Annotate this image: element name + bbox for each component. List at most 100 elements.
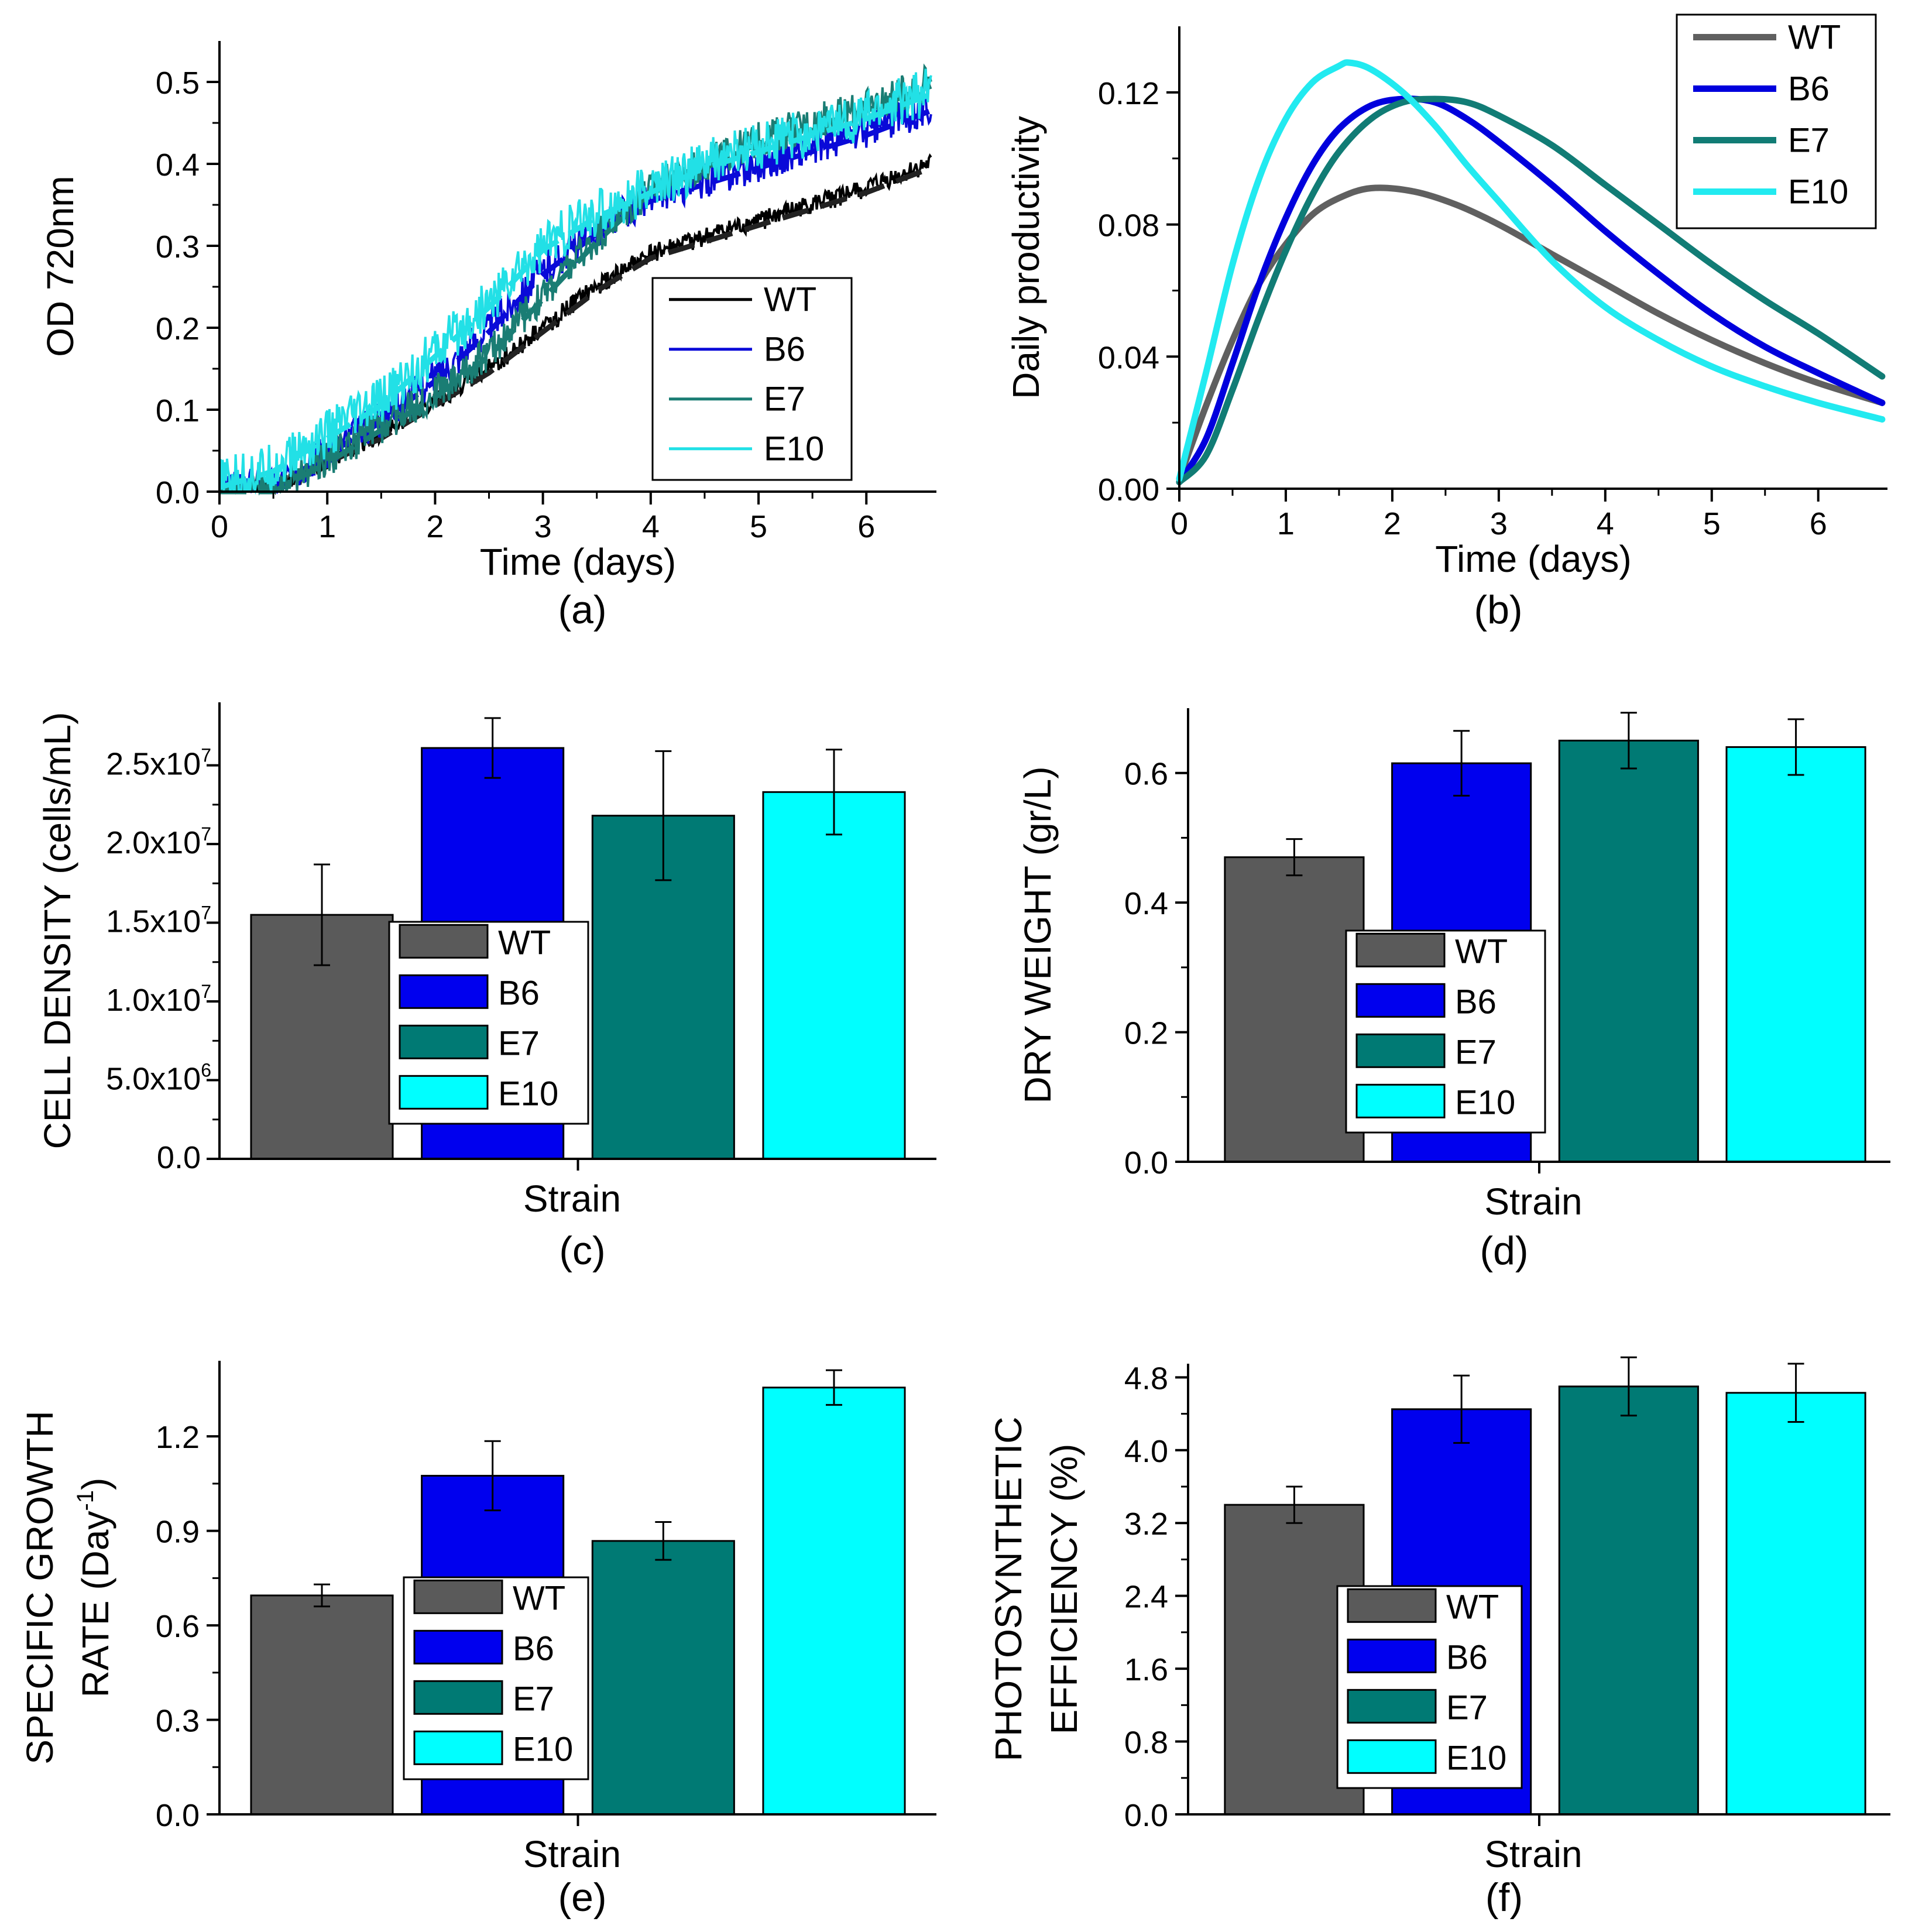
y-tick-label: 0.04	[1098, 340, 1159, 375]
legend-label: WT	[1455, 932, 1508, 970]
panel-label: (c)	[559, 1228, 605, 1273]
legend-label: E7	[513, 1680, 554, 1718]
y-tick-label: 1.2	[156, 1420, 200, 1455]
tick-exponent: 7	[201, 902, 211, 924]
bar-E7	[591, 1540, 735, 1816]
tick-exponent: 7	[201, 823, 211, 845]
y-tick-label: 2.5x107	[106, 745, 211, 782]
legend-label: B6	[1455, 983, 1497, 1021]
y-tick-label: 4.8	[1124, 1361, 1168, 1396]
legend-label: WT	[764, 281, 816, 319]
legend-swatch	[413, 1579, 503, 1614]
legend-swatch	[413, 1730, 503, 1765]
legend-label: B6	[498, 974, 540, 1012]
y-tick-label: 0.0	[1124, 1798, 1168, 1833]
y-tick-label: 2.0x107	[106, 823, 211, 860]
y-tick-label: 1.6	[1124, 1652, 1168, 1687]
legend-swatch	[413, 1629, 503, 1665]
x-tick-label: 4	[642, 509, 660, 544]
y-tick-label: 0.0	[156, 475, 200, 510]
series-E7	[1176, 95, 1886, 486]
y-axis-title: CELL DENSITY (cells/mL)	[36, 712, 78, 1149]
y-tick-label: 4.0	[1124, 1434, 1168, 1469]
y-axis-title: Daily productivity	[1005, 116, 1047, 399]
chart-e: 0.0 0.3 0.6 0.9 1.2 Strain(e) SPECIFIC GROWTH R…	[19, 1361, 936, 1920]
legend-label: B6	[1446, 1638, 1488, 1676]
bar-E10	[1725, 746, 1866, 1163]
x-tick-label: 1	[318, 509, 336, 544]
y-title-superscript: -1	[73, 1490, 98, 1511]
x-tick-label: 5	[750, 509, 767, 544]
legend-label: E10	[1446, 1739, 1506, 1777]
legend-swatch	[1355, 1083, 1446, 1118]
x-axis-title: Strain	[523, 1833, 621, 1875]
x-tick-label: 1	[1277, 506, 1295, 541]
legend-label: E7	[498, 1024, 540, 1062]
x-tick-label: 4	[1597, 506, 1614, 541]
legend-label: B6	[1788, 70, 1830, 108]
panel-label: (b)	[1474, 588, 1522, 632]
bar-WT	[1224, 856, 1365, 1163]
legend-label: WT	[513, 1579, 565, 1617]
y-tick-label: 0.2	[1124, 1016, 1168, 1051]
legend-label: WT	[1446, 1588, 1499, 1626]
x-tick-label: 3	[534, 509, 552, 544]
legend-swatch	[1347, 1689, 1437, 1724]
legend-label: E7	[1446, 1689, 1488, 1727]
x-axis-title: Strain	[523, 1178, 621, 1220]
panel-label: (f)	[1485, 1875, 1523, 1920]
x-tick-label: 0	[211, 509, 228, 544]
legend-swatch	[1355, 1033, 1446, 1068]
series-E10-raw	[218, 68, 932, 495]
tick-exponent: 6	[201, 1060, 211, 1081]
legend-swatch	[1347, 1588, 1437, 1623]
panel-label: (e)	[558, 1875, 606, 1920]
panel-label: (a)	[558, 588, 606, 632]
x-axis-title: Strain	[1484, 1181, 1582, 1223]
legend-label: E10	[498, 1075, 558, 1113]
legend-label: E10	[1455, 1083, 1515, 1121]
x-tick-label: 2	[1384, 506, 1401, 541]
x-tick-label: 0	[1171, 506, 1188, 541]
y-tick-label: 0.4	[1124, 886, 1168, 921]
y-tick-label: 0.12	[1098, 76, 1159, 111]
bar-E10	[762, 1387, 906, 1816]
legend-label: B6	[764, 331, 805, 369]
x-axis-title: Strain	[1484, 1833, 1582, 1875]
x-tick-label: 6	[1810, 506, 1827, 541]
legend-label: E7	[1788, 122, 1830, 160]
legend-swatch	[1347, 1739, 1437, 1774]
bar-E7	[1558, 1385, 1699, 1816]
series-WT	[1176, 184, 1886, 482]
y-title-end: )	[74, 1478, 116, 1490]
y-tick-label: 0.3	[156, 1704, 200, 1739]
legend-swatch	[399, 1024, 489, 1059]
chart-b: 0 1 2 3 4 5 6 0.00 0.04 0.08 0.12 Time (days) Daily …	[1005, 13, 1887, 632]
legend-swatch	[399, 1075, 489, 1110]
legend-label: B6	[513, 1629, 554, 1667]
tick-exponent: 7	[201, 745, 211, 766]
y-tick-label: 0.1	[156, 393, 200, 428]
y-tick-label: 0.0	[157, 1140, 201, 1175]
legend-swatch	[1355, 932, 1446, 967]
legend-label: E10	[764, 430, 824, 468]
x-tick-label: 5	[1703, 506, 1721, 541]
legend-label: WT	[1788, 19, 1841, 57]
legend-a	[651, 277, 853, 481]
panel-label: (d)	[1480, 1228, 1528, 1273]
x-tick-label: 2	[426, 509, 444, 544]
y-tick-label: 0.4	[156, 147, 200, 183]
y-tick-label: 0.2	[156, 311, 200, 346]
y-tick-label: 0.0	[156, 1798, 200, 1833]
y-axis-title: DRY WEIGHT (gr/L)	[1017, 766, 1059, 1103]
series-B6	[1176, 95, 1886, 486]
y-tick-label: 0.9	[156, 1515, 200, 1550]
legend-swatch	[399, 924, 489, 959]
legend-label: E10	[1788, 173, 1848, 211]
y-tick-label: 0.08	[1098, 208, 1159, 243]
y-axis-title-line2: EFFICIENCY (%)	[1043, 1444, 1085, 1735]
chart-f: 0.0 0.8 1.6 2.4 3.2 4.0 4.8 Strain(f) PHOTOSYNTH…	[987, 1356, 1890, 1920]
legend-label: E7	[1455, 1033, 1497, 1071]
legend-swatch	[1347, 1638, 1437, 1673]
